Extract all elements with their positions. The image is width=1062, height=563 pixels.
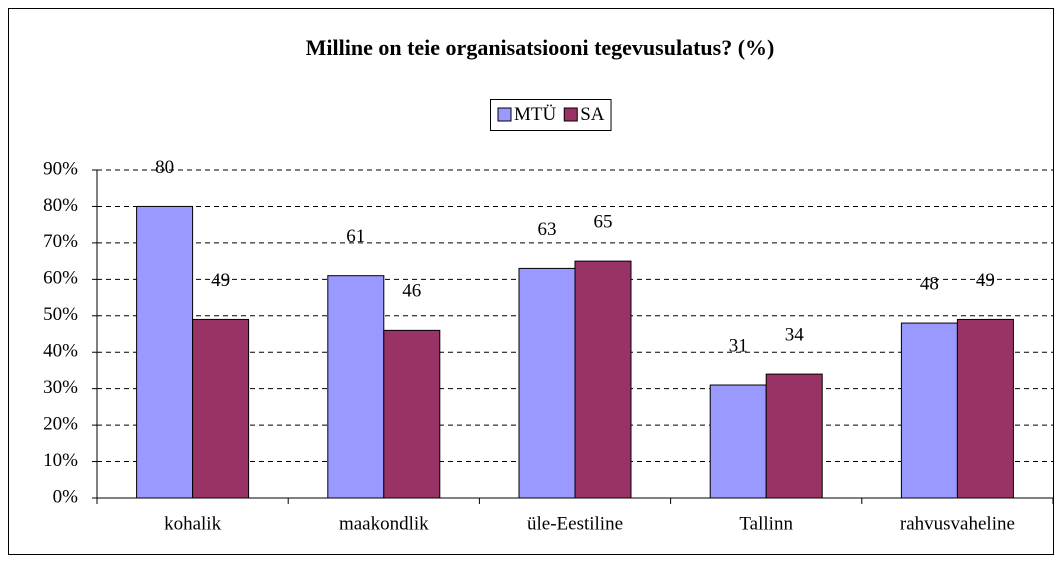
bar (709, 384, 767, 499)
data-label: 49 (976, 270, 995, 291)
x-tick-label: Tallinn (739, 513, 793, 534)
data-label: 65 (594, 211, 613, 232)
data-label: 49 (211, 270, 230, 291)
data-label: 61 (346, 226, 365, 247)
legend-label: SA (580, 104, 605, 125)
data-label: 46 (402, 281, 421, 302)
legend-swatch (497, 107, 512, 122)
bar (327, 275, 385, 499)
bar (383, 329, 441, 499)
y-tick-label: 20% (43, 413, 78, 434)
y-tick-label: 70% (43, 231, 78, 252)
y-tick-label: 80% (43, 195, 78, 216)
bar (518, 267, 576, 499)
y-tick-label: 40% (43, 341, 78, 362)
legend-swatch (563, 107, 578, 122)
y-tick-label: 10% (43, 450, 78, 471)
data-label: 63 (538, 219, 557, 240)
y-tick-label: 60% (43, 268, 78, 289)
data-label: 31 (729, 335, 748, 356)
y-tick-label: 0% (53, 486, 79, 507)
data-label: 34 (785, 324, 805, 345)
bar (136, 205, 194, 499)
bar (192, 318, 250, 499)
bar (956, 318, 1014, 499)
x-tick-label: kohalik (164, 513, 221, 534)
bar (765, 373, 823, 499)
y-tick-label: 50% (43, 304, 78, 325)
legend-box (490, 99, 612, 131)
data-label: 80 (155, 157, 174, 178)
bar (574, 260, 632, 499)
legend-label: MTÜ (514, 104, 557, 125)
data-label: 48 (920, 273, 939, 294)
y-tick-label: 90% (43, 158, 78, 179)
x-tick-label: rahvusvaheline (900, 513, 1015, 534)
x-tick-label: maakondlik (339, 513, 429, 534)
y-tick-label: 30% (43, 377, 78, 398)
chart-title: Milline on teie organisatsiooni tegevusu… (306, 35, 775, 60)
bar (900, 322, 958, 499)
x-tick-label: üle-Eestiline (527, 513, 623, 534)
